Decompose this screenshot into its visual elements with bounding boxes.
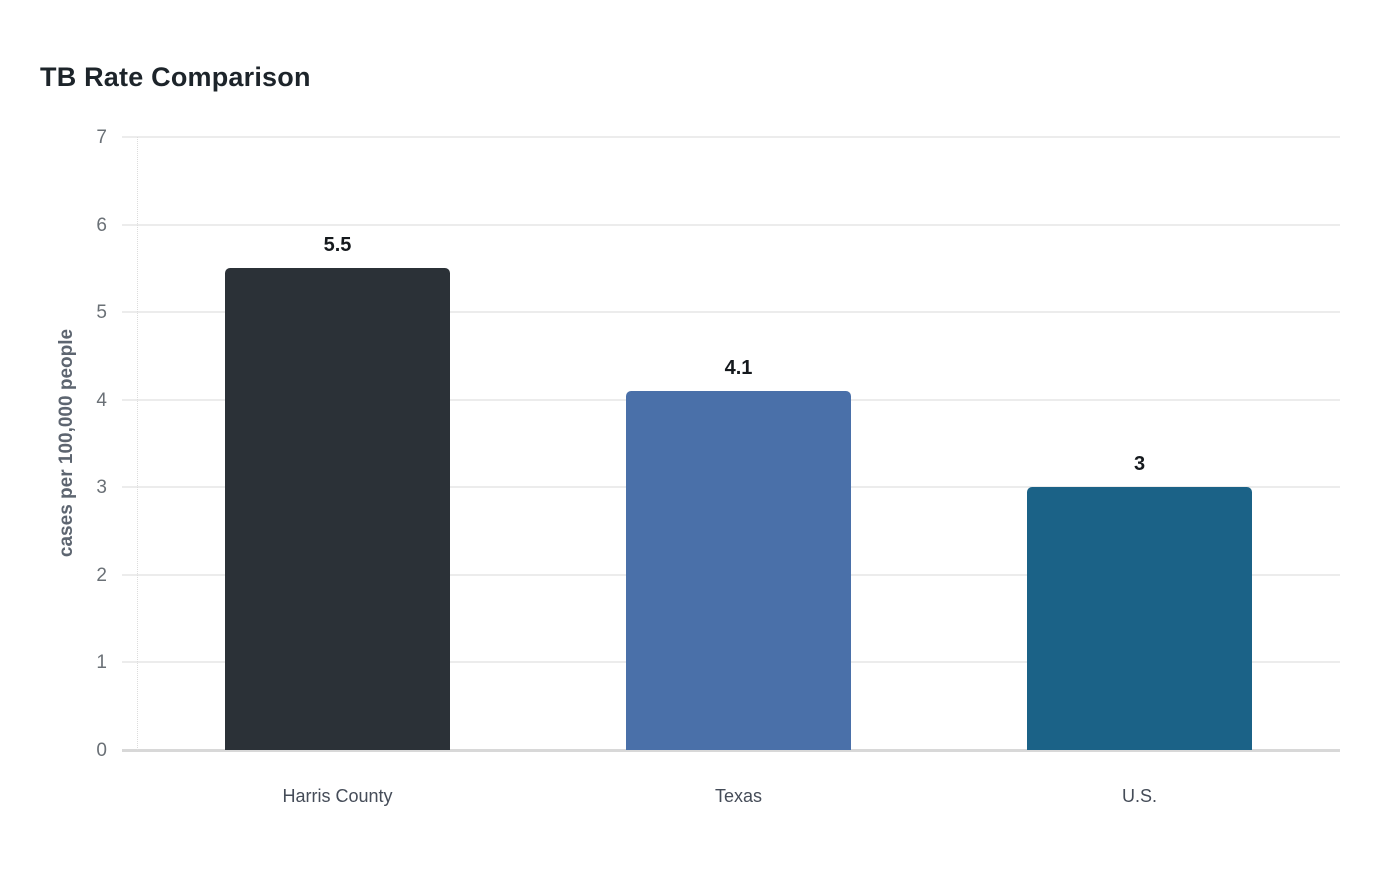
y-tick-label: 5	[96, 302, 107, 324]
gridline	[122, 223, 1340, 226]
y-tick-label: 1	[96, 652, 107, 674]
bar-harris-county	[225, 268, 450, 750]
x-tick-label: U.S.	[1121, 786, 1157, 806]
y-tick-label: 0	[96, 740, 107, 761]
x-tick-label: Texas	[714, 786, 763, 806]
y-tick-label: 3	[96, 477, 107, 499]
y-tick-label: 6	[96, 214, 107, 236]
bar-u-s	[1027, 487, 1252, 750]
chart-title: TB Rate Comparison	[40, 62, 311, 92]
x-tick-label: Harris County	[282, 786, 393, 806]
y-tick-label: 4	[96, 389, 107, 411]
gridline	[122, 311, 1340, 314]
gridline	[122, 136, 1340, 138]
bar-texas	[626, 390, 851, 750]
bar-value-label: 4.1	[724, 356, 753, 379]
y-axis-line	[137, 137, 138, 750]
x-axis-line	[122, 748, 1340, 752]
bar-value-label: 5.5	[323, 234, 352, 257]
y-axis-title: cases per 100,000 people	[56, 328, 77, 557]
y-tick-label: 7	[96, 127, 107, 148]
bar-value-label: 3	[1133, 453, 1146, 476]
y-tick-label: 2	[96, 564, 107, 586]
